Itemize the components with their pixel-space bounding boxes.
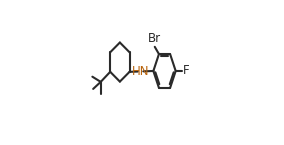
Text: HN: HN (132, 65, 150, 78)
Text: F: F (183, 65, 190, 77)
Text: Br: Br (148, 32, 161, 46)
